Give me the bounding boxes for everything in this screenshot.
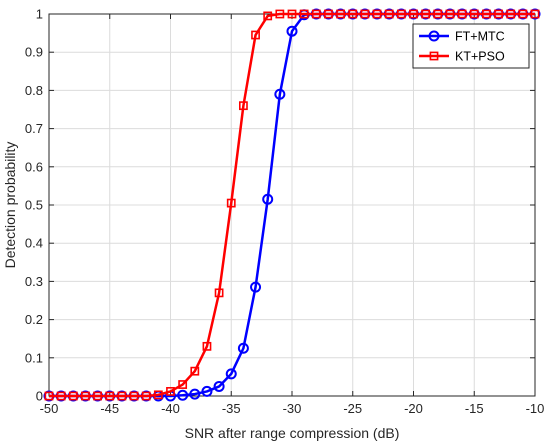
series-layer	[43, 8, 541, 402]
x-tick-label: -35	[222, 401, 241, 416]
data-point	[396, 9, 406, 19]
data-point	[93, 391, 102, 401]
data-point	[457, 9, 467, 19]
data-point	[469, 9, 479, 19]
axes: -50 -45 -40 -35 -30 -25 -20 -15 -10 0 0.1 0.2 0.3 0.4…	[25, 7, 544, 417]
x-axis-label: SNR after range compression (dB)	[185, 425, 400, 441]
data-point	[81, 391, 90, 401]
data-point	[225, 368, 237, 380]
x-tick-label: -25	[343, 401, 362, 416]
y-tick-label: 0	[36, 389, 43, 404]
data-point	[518, 9, 528, 19]
x-tick-label: -45	[100, 401, 119, 416]
data-point	[445, 9, 455, 19]
data-point	[239, 101, 248, 111]
legend-label: FT+MTC	[455, 30, 505, 44]
data-point	[237, 342, 249, 354]
data-point	[214, 288, 224, 298]
legend-label: KT+PSO	[455, 50, 505, 64]
data-point	[201, 385, 213, 397]
data-point	[68, 391, 78, 401]
data-point	[286, 25, 298, 37]
legend: FT+MTC KT+PSO	[412, 23, 530, 69]
data-point	[105, 391, 115, 401]
data-point	[530, 9, 540, 19]
data-point	[226, 198, 236, 208]
x-tick-label: -10	[526, 401, 545, 416]
data-point	[481, 9, 491, 19]
data-point	[129, 391, 139, 401]
y-tick-label: 1	[36, 7, 43, 22]
data-point	[494, 9, 503, 19]
data-point	[44, 391, 54, 401]
series-kt-pso	[44, 9, 540, 401]
y-axis-label: Detection probability	[2, 142, 18, 269]
data-point	[213, 380, 225, 392]
data-point	[506, 9, 516, 19]
x-tick-label: -20	[404, 401, 423, 416]
data-point	[178, 380, 188, 389]
data-point	[360, 9, 370, 19]
data-point	[202, 341, 212, 351]
legend-item-kt-pso: KT+PSO	[419, 50, 505, 64]
data-point	[190, 366, 200, 376]
y-tick-label: 0.7	[25, 121, 43, 136]
y-tick-label: 0.5	[25, 198, 43, 213]
data-point	[117, 391, 127, 401]
data-point	[372, 9, 382, 19]
data-point	[153, 390, 163, 400]
data-point	[250, 281, 262, 293]
legend-marker	[429, 51, 439, 61]
x-tick-label: -40	[161, 401, 180, 416]
y-tick-label: 0.1	[25, 350, 43, 365]
y-tick-label: 0.9	[25, 45, 43, 60]
data-point	[141, 391, 151, 401]
data-point	[348, 9, 358, 19]
y-tick-label: 0.4	[25, 236, 43, 251]
data-point	[287, 9, 297, 19]
data-point	[433, 9, 443, 19]
x-tick-label: -50	[40, 401, 59, 416]
data-point	[421, 9, 431, 19]
data-point	[189, 388, 201, 400]
data-point	[384, 9, 394, 19]
data-point	[336, 9, 345, 19]
data-point	[166, 387, 175, 396]
data-point	[56, 391, 66, 401]
legend-item-ft-mtc: FT+MTC	[419, 30, 505, 44]
y-tick-label: 0.3	[25, 274, 43, 289]
data-point	[263, 11, 273, 21]
data-point	[324, 9, 333, 19]
data-point	[299, 9, 309, 19]
legend-marker	[428, 30, 440, 42]
data-point	[251, 30, 260, 40]
x-tick-label: -30	[283, 401, 302, 416]
y-tick-label: 0.8	[25, 83, 43, 98]
data-point	[409, 9, 418, 19]
data-point	[274, 88, 286, 100]
y-tick-label: 0.6	[25, 159, 43, 174]
data-point	[262, 193, 274, 205]
data-point	[177, 389, 189, 401]
data-point	[275, 9, 285, 19]
x-tick-label: -15	[465, 401, 484, 416]
y-tick-label: 0.2	[25, 312, 43, 327]
data-point	[311, 9, 321, 19]
